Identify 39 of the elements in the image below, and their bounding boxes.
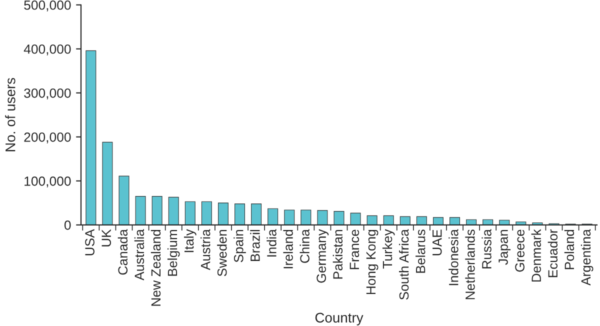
x-tick-label: Canada [118, 229, 128, 275]
x-tick-label: Ireland [283, 230, 293, 268]
x-axis-title: Country [315, 312, 364, 326]
x-tick-label: Argentina [580, 229, 594, 286]
x-tick-label: Netherlands [465, 230, 475, 300]
x-tick-label: Japan [498, 230, 511, 265]
y-axis-title: No. of users [5, 78, 16, 152]
x-tick-label: UK [102, 229, 112, 246]
y-tick-label: 100,000 [24, 176, 71, 188]
y-tick-label: 500,000 [24, 0, 71, 12]
x-tick-label: Spain [234, 230, 246, 262]
x-tick-label: South Africa [399, 229, 409, 300]
x-tick-label: Greece [515, 230, 524, 272]
x-tick-label: Pakistan [332, 230, 343, 279]
x-tick-label: New Zealand [150, 230, 161, 306]
x-tick-label: China [300, 229, 310, 263]
y-tick-label: 400,000 [24, 44, 71, 56]
y-tick-label: 200,000 [24, 132, 71, 144]
x-tick-label: Germany [316, 229, 329, 283]
x-tick-label: USA [85, 229, 94, 256]
x-tick-label: Poland [564, 230, 574, 270]
x-tick-label: UAE [432, 230, 442, 256]
x-tick-label: Ecuador [548, 229, 558, 278]
x-tick-label: Sweden [217, 230, 227, 276]
x-tick-label: France [350, 230, 360, 270]
x-tick-label: Brazil [250, 230, 260, 262]
x-tick-label: Indonesia [448, 229, 458, 286]
y-tick-label: 300,000 [24, 88, 71, 100]
x-tick-label: Austria [200, 229, 210, 270]
x-tick-label: Italy [184, 229, 196, 252]
x-tick-label: Belgium [167, 230, 180, 276]
y-tick-label: 0 [64, 220, 71, 230]
x-tick-label: India [266, 229, 276, 256]
x-tick-label: Denmark [531, 229, 542, 282]
x-tick-label: Russia [482, 229, 492, 268]
x-tick-label: Belarus [416, 230, 426, 273]
x-tick-label: Hong Kong [366, 230, 378, 294]
x-tick-label: Turkey [382, 229, 395, 269]
x-tick-label: Australia [134, 229, 144, 280]
